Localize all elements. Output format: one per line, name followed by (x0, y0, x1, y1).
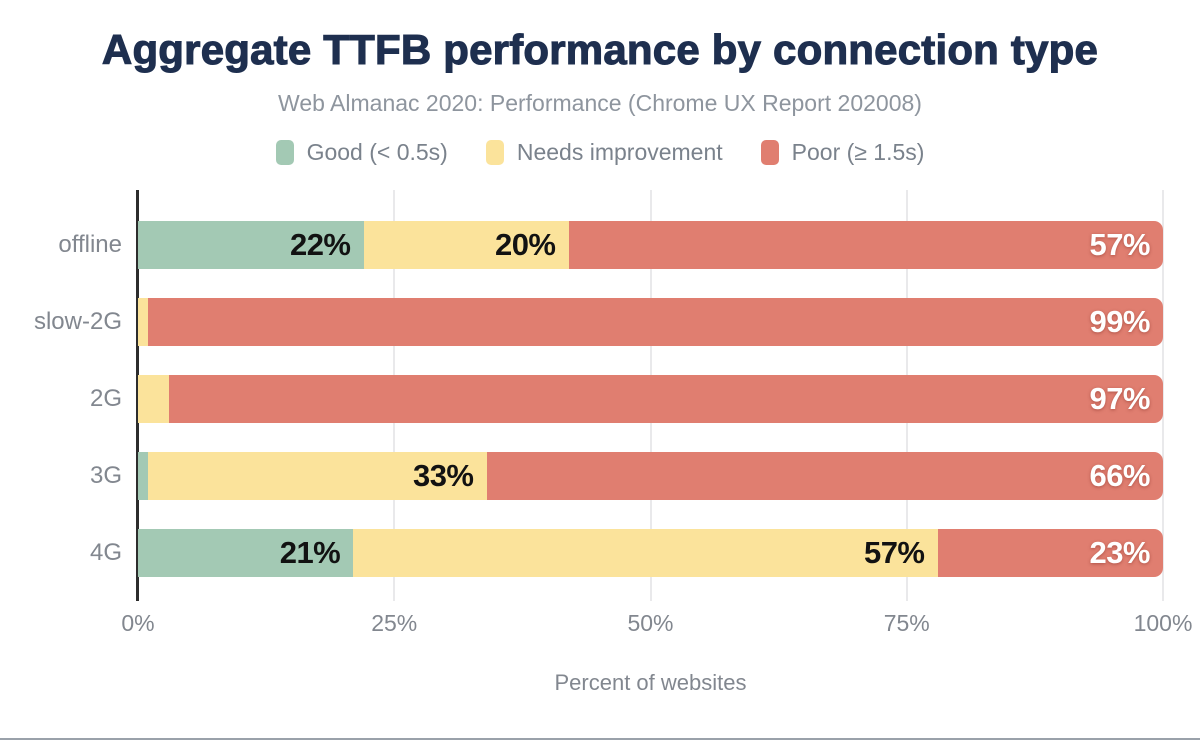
bar-segment-needs-improvement[interactable] (138, 298, 149, 346)
legend-item: Good (< 0.5s) (275, 139, 448, 166)
x-tick-label: 0% (121, 610, 155, 636)
bar-segment-poor[interactable]: 66% (486, 452, 1163, 500)
plot-area: 22%20%57%1%99%3%97%1%33%66%21%57%23% (136, 190, 1164, 601)
x-axis-title: Percent of websites (554, 670, 747, 695)
category-label: 2G (89, 385, 122, 412)
legend-item: Needs improvement (485, 139, 723, 166)
bar-label: 22% (289, 227, 351, 262)
bar-row: 3%97% (138, 375, 1163, 423)
legend-label: Needs improvement (516, 139, 723, 165)
bar-segment-needs-improvement[interactable]: 20% (363, 221, 569, 269)
bar-segment-poor[interactable]: 97% (168, 375, 1163, 423)
x-axis-ticks: 0% 25% 50% 75% 100% (0, 610, 1200, 640)
legend-swatch (485, 140, 504, 165)
bar-segment-poor[interactable]: 99% (148, 298, 1163, 346)
gridline (1162, 190, 1164, 601)
x-tick-label: 100% (1133, 610, 1193, 636)
bar-segment-needs-improvement[interactable]: 33% (148, 452, 487, 500)
bar-segment-poor[interactable]: 23% (937, 529, 1163, 577)
x-tick-label: 25% (371, 610, 418, 636)
bar-label: 21% (279, 535, 341, 570)
category-label: slow-2G (33, 308, 122, 335)
bar-segment-good[interactable]: 21% (138, 529, 354, 577)
bar-label: 57% (863, 535, 925, 570)
bar-label: 33% (412, 458, 474, 493)
bar-label: 23% (1089, 535, 1150, 570)
bar-label: 97% (1089, 381, 1150, 416)
legend-item: Poor (≥ 1.5s) (760, 139, 925, 166)
chart-title: Aggregate TTFB performance by connection… (101, 25, 1099, 73)
category-label: offline (58, 231, 122, 258)
bar-label: 57% (1089, 227, 1150, 262)
legend-label: Poor (≥ 1.5s) (791, 139, 925, 165)
bottom-rule (0, 738, 1200, 740)
legend-swatch (275, 140, 294, 165)
category-label: 3G (89, 462, 122, 489)
legend: Good (< 0.5s) Needs improvement Poor (≥ 1.… (0, 139, 1200, 166)
bar-row: 21% 57% 23% (138, 529, 1163, 577)
bar-segment-good[interactable]: 22% (138, 221, 364, 269)
x-tick-label: 75% (883, 610, 930, 636)
legend-swatch (760, 140, 779, 165)
bar-segment-poor[interactable]: 57% (568, 221, 1163, 269)
bar-segment-good[interactable] (138, 452, 149, 500)
y-axis-line (136, 190, 139, 601)
x-tick-label: 50% (627, 610, 674, 636)
bar-row: 22% 20% 57% (138, 221, 1163, 269)
bar-row: 1%33%66% (138, 452, 1163, 500)
chart-subtitle: Web Almanac 2020: Performance (Chrome UX… (278, 90, 922, 116)
category-label: 4G (89, 539, 122, 566)
bar-row: 1%99% (138, 298, 1163, 346)
legend-label: Good (< 0.5s) (306, 139, 448, 165)
bar-segment-needs-improvement[interactable]: 57% (353, 529, 938, 577)
bar-label: 99% (1089, 304, 1150, 339)
bar-segment-needs-improvement[interactable] (138, 375, 169, 423)
bar-label: 66% (1089, 458, 1150, 493)
bar-label: 20% (494, 227, 556, 262)
